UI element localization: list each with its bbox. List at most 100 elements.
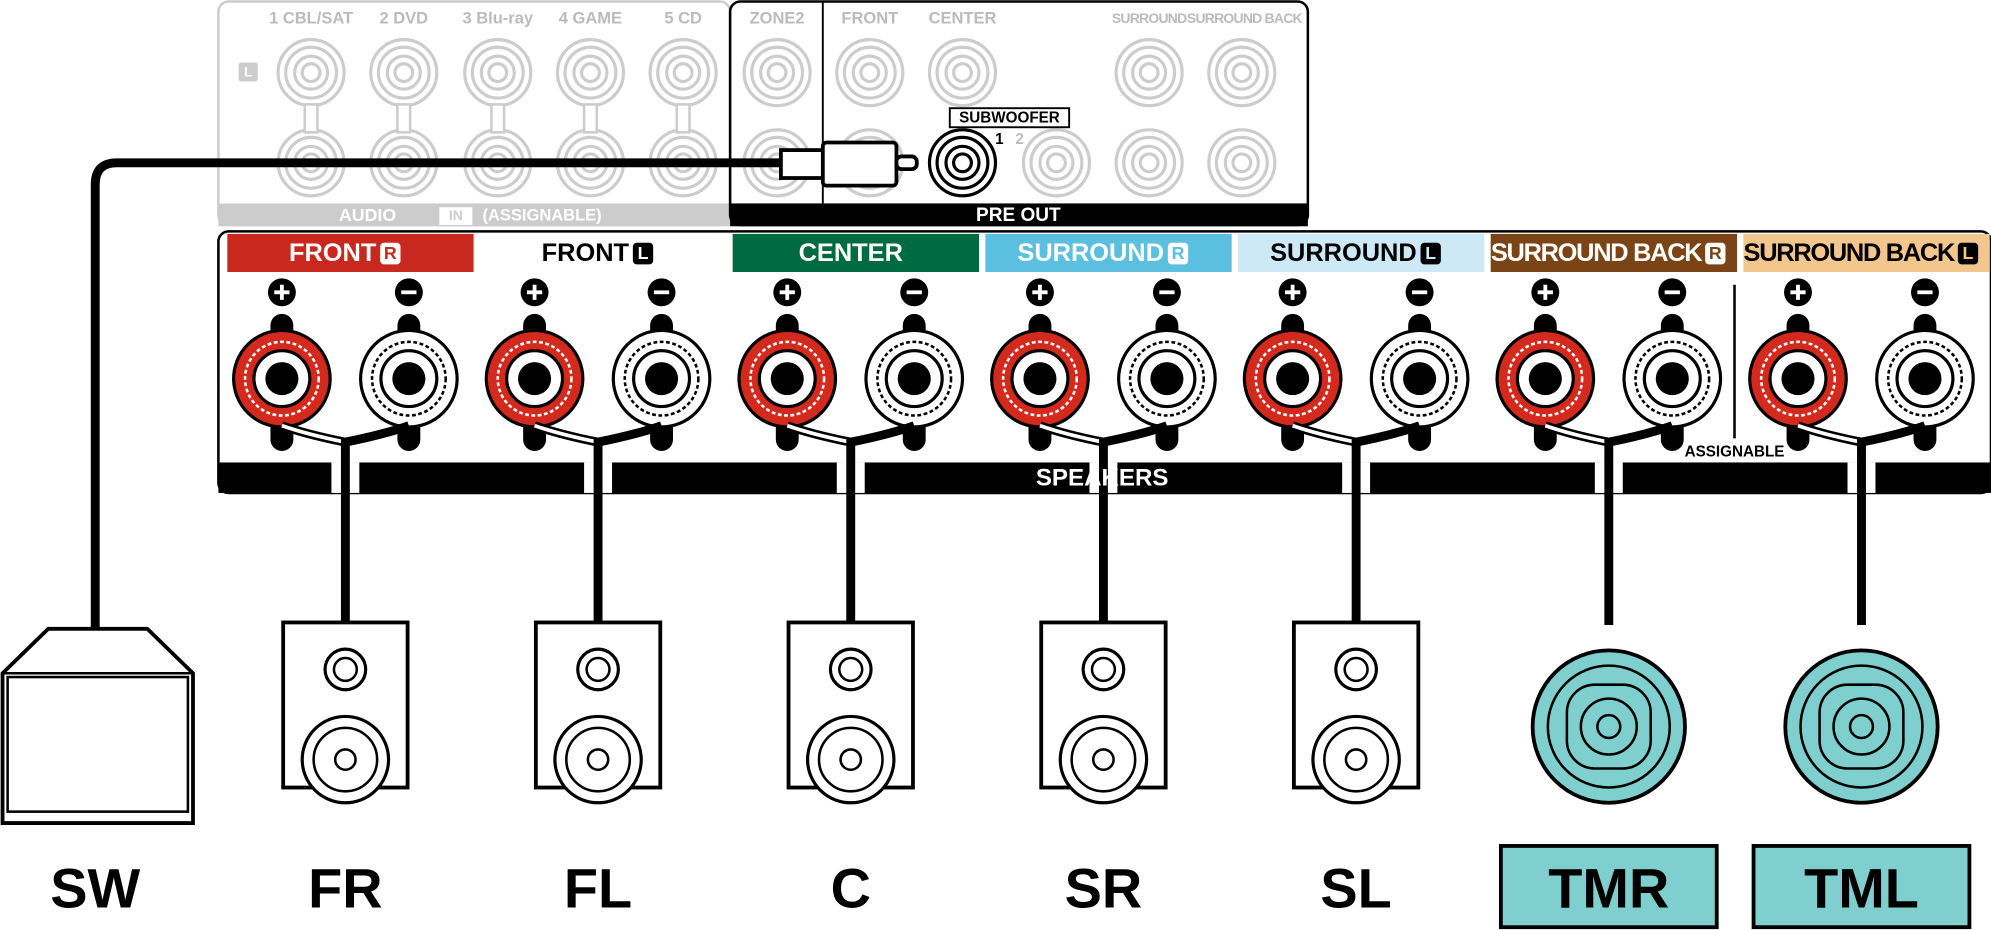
polarity-sign — [1790, 284, 1806, 300]
channel-name: FRONT — [542, 239, 630, 267]
channel-name: FRONT — [289, 239, 377, 267]
channel-header — [985, 233, 1232, 272]
channel-header — [479, 233, 727, 272]
pre-out-bar — [730, 203, 1308, 227]
terminal-hole — [1023, 362, 1057, 396]
subwoofer-box — [948, 107, 1071, 129]
input-label: 3 Blu-ray — [462, 10, 533, 28]
side-badge — [1957, 242, 1979, 265]
ceiling-speaker — [1799, 664, 1924, 789]
channel-name: CENTER — [799, 239, 903, 267]
pre-out-column: FRONT — [841, 10, 898, 28]
wire — [786, 423, 852, 445]
rca-jack — [487, 62, 509, 84]
terminal-hole — [1403, 362, 1437, 396]
wire — [1544, 423, 1610, 445]
input-label: 4 GAME — [559, 10, 622, 28]
rca-jack — [656, 45, 711, 100]
ceiling-speaker — [1596, 713, 1622, 740]
wire — [533, 423, 599, 445]
terminal-hole — [1528, 362, 1562, 396]
badge — [238, 62, 258, 82]
side-badge — [1167, 242, 1189, 265]
rca-jack — [851, 54, 888, 91]
rca-jack — [1207, 128, 1277, 198]
rca-jack — [1138, 152, 1160, 174]
rca-jack — [944, 144, 981, 181]
rca-jack — [563, 45, 618, 100]
channel-name: SURROUND — [1270, 239, 1417, 267]
rca-jack — [1207, 38, 1277, 108]
rca-jack — [1122, 45, 1177, 100]
rca-jack — [572, 54, 609, 91]
terminal-hole — [1908, 362, 1942, 396]
rca-jack — [1231, 62, 1253, 84]
pre-out-column: ZONE2 — [750, 10, 805, 28]
channel-name: SURROUND BACK — [1744, 239, 1956, 267]
polarity-sign — [526, 284, 543, 300]
channel-header — [1238, 233, 1485, 272]
rca-jack — [1045, 152, 1067, 174]
speaker-label: SR — [1065, 857, 1143, 920]
rca-jack — [1214, 135, 1269, 190]
rca-jack — [1029, 135, 1084, 190]
in-label: IN — [449, 207, 463, 223]
audio-label: AUDIO — [339, 205, 396, 225]
terminal-hole — [770, 362, 804, 396]
rca-jack — [927, 128, 998, 198]
wire — [1039, 423, 1104, 445]
speaker-label: FL — [564, 857, 632, 920]
rca-jack — [479, 54, 516, 91]
channel-header — [227, 233, 474, 272]
speakers-label: SPEAKERS — [1036, 464, 1169, 491]
terminal-hole — [1276, 362, 1310, 396]
rca-jack — [952, 62, 973, 84]
subwoofer-front — [6, 675, 190, 813]
input-label: 5 CD — [664, 10, 702, 28]
rca-jack — [1223, 144, 1260, 181]
rca-jack — [284, 45, 339, 100]
rca-jack — [944, 54, 981, 91]
in-badge — [439, 207, 473, 226]
pre-out-column: SURROUND — [1112, 10, 1187, 26]
side-letter: L — [638, 243, 649, 263]
rca-jack — [759, 54, 796, 91]
input-label: 1 CBL/SAT — [269, 10, 353, 28]
polarity-sign — [779, 284, 795, 300]
elements: 1 CBL/SAT 2 DVD 3 Blu-ray 4 GAME 5 CD L AUDIO I… — [0, 10, 1990, 930]
sub-number: 1 — [995, 131, 1004, 148]
wire — [281, 423, 346, 445]
tweeter — [838, 656, 864, 683]
rca-jack — [672, 62, 694, 84]
label-box — [1498, 844, 1719, 930]
sub-number: 2 — [1015, 131, 1023, 148]
channel-header — [1490, 233, 1738, 272]
rca-jack — [842, 45, 897, 100]
rca-jack — [952, 152, 973, 174]
rca-jack — [1223, 54, 1260, 91]
rca-jack — [1038, 144, 1075, 181]
subwoofer-label: SUBWOOFER — [959, 109, 1060, 126]
speaker-label: FR — [308, 857, 382, 920]
channel-header — [732, 233, 979, 272]
ceiling-speaker — [1783, 648, 1940, 805]
ceiling-speaker — [1848, 713, 1875, 740]
pre-out-label: PRE OUT — [976, 205, 1061, 226]
channel-header — [1743, 233, 1990, 272]
assignable-label: (ASSIGNABLE) — [483, 206, 602, 224]
polarity-sign — [1285, 284, 1301, 300]
side-badge — [1420, 242, 1441, 265]
side-badge — [380, 242, 401, 265]
side-badge — [1705, 242, 1726, 265]
speaker-label: SW — [50, 857, 140, 920]
input-label: 2 DVD — [379, 10, 428, 28]
tweeter — [332, 656, 359, 683]
rca-jack — [935, 45, 990, 100]
rca-jack — [1231, 152, 1253, 174]
polarity-sign — [1032, 284, 1048, 300]
terminal-hole — [518, 362, 552, 396]
terminal-hole — [265, 362, 299, 396]
woofer — [1344, 748, 1368, 772]
side-letter: R — [384, 243, 397, 263]
plug — [820, 140, 899, 188]
